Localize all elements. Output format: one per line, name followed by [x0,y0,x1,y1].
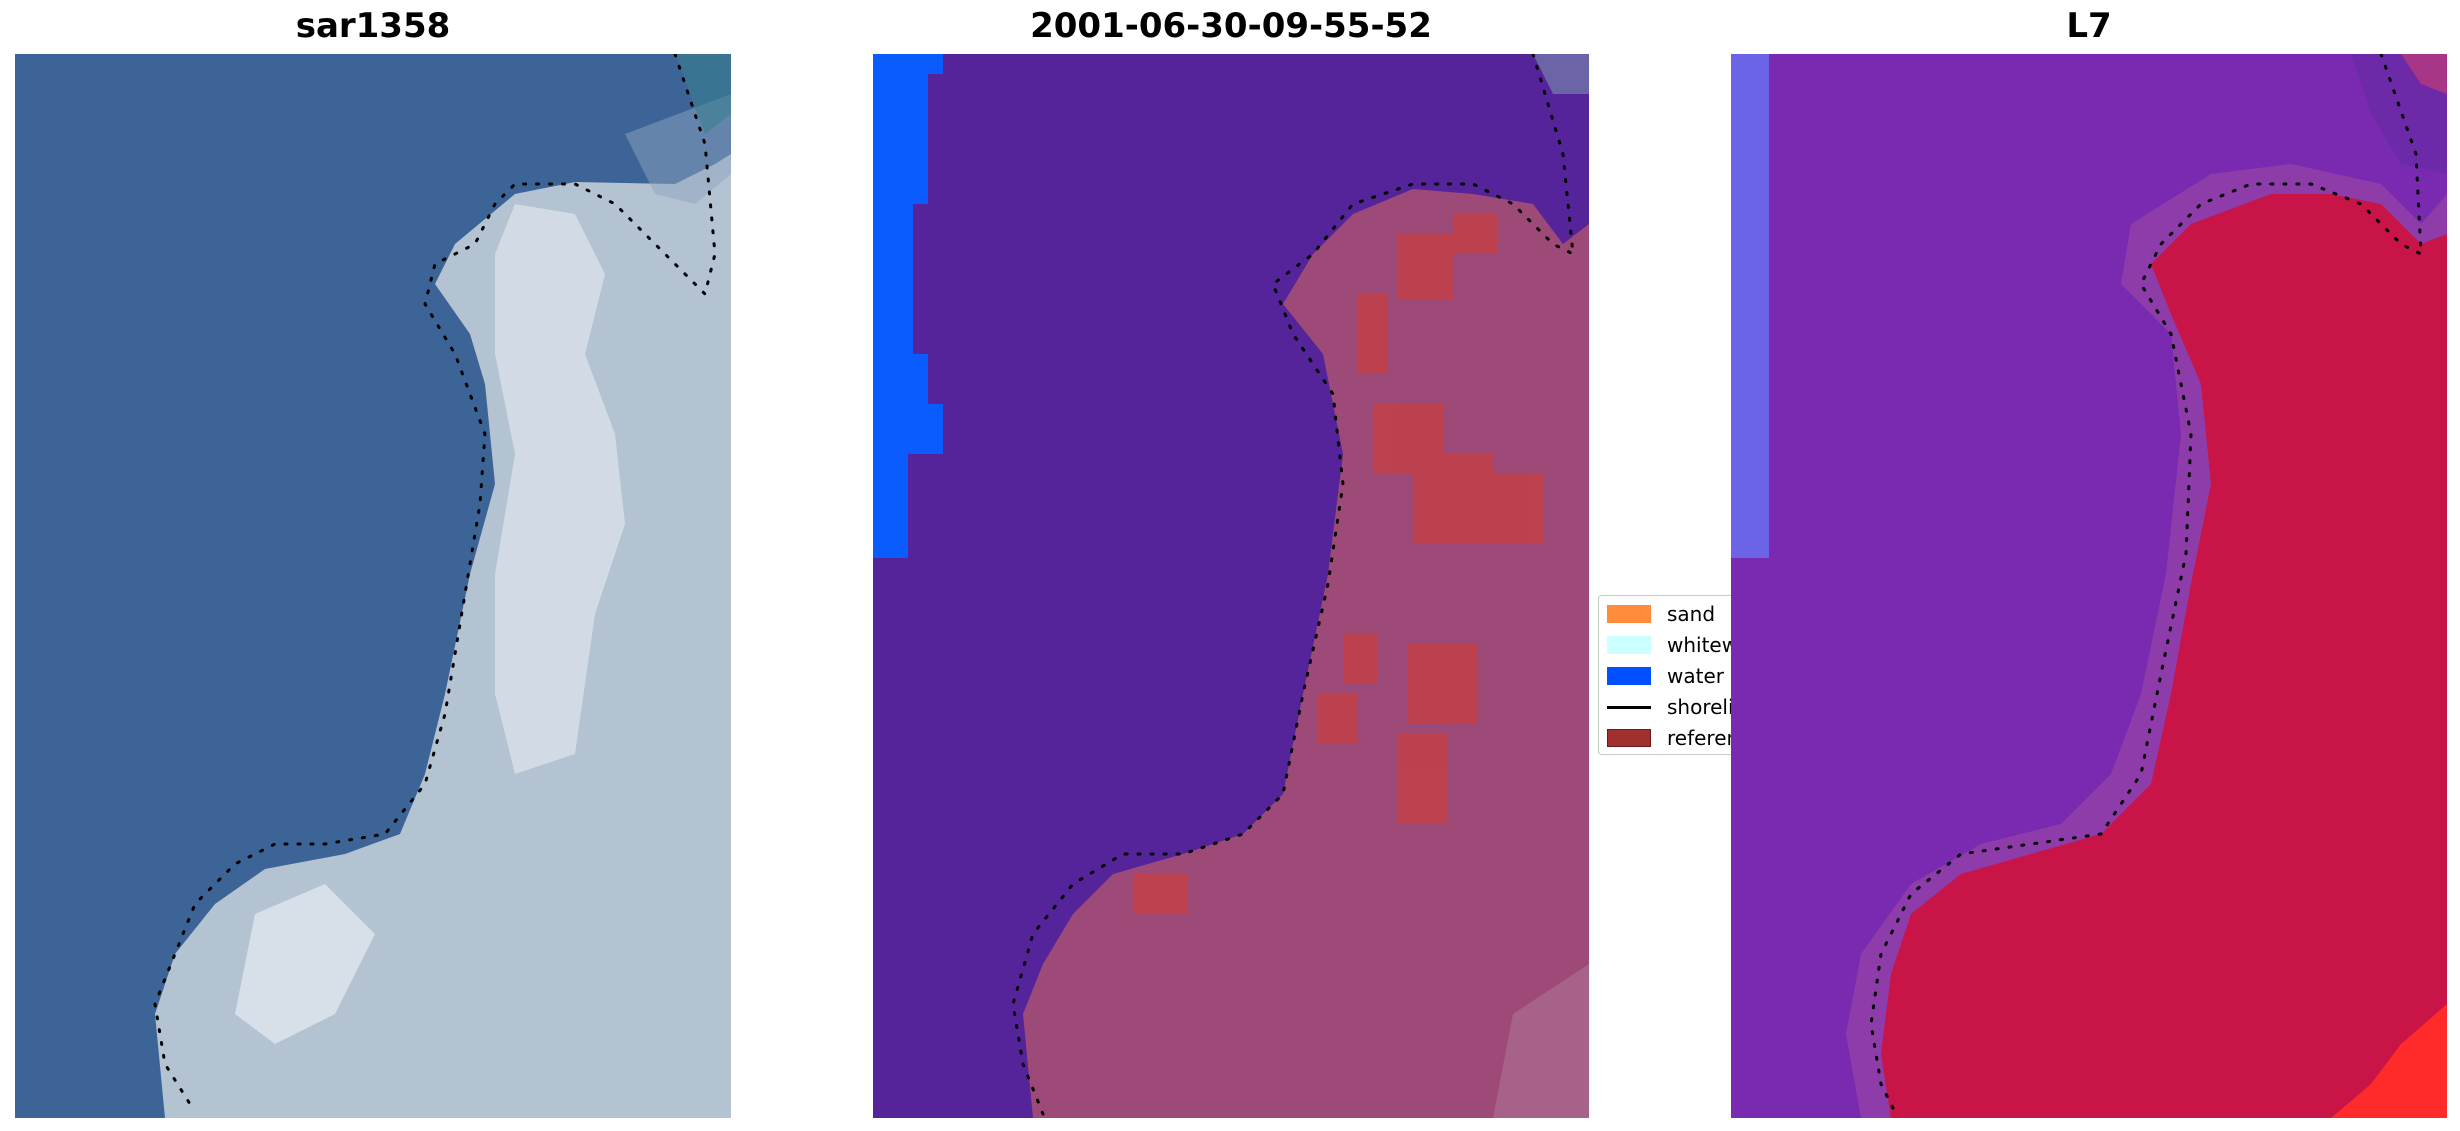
left-blue-strip [1731,54,1769,558]
classification-panel [873,54,1589,1118]
legend-swatch-whitewater [1607,636,1651,654]
legend-label-sand: sand [1667,602,1716,626]
legend-swatch-shoreline [1607,706,1651,709]
shoreline-dotted [1011,54,1575,1116]
panel-title-classification: 2001-06-30-09-55-52 [1030,6,1432,46]
rgb-image [15,54,731,1118]
panel-title-rgb: sar1358 [295,6,451,46]
classification-image [873,54,1589,1118]
index-image-panel [1731,54,2447,1118]
legend-swatch-water [1607,667,1651,685]
bright-red-corner [2331,1004,2447,1118]
panel-title-index: L7 [2066,6,2112,46]
legend-item-sand: sand [1607,602,1715,626]
reference-cells [1133,214,1543,914]
legend-swatch-sand [1607,605,1651,623]
index-image [1731,54,2447,1118]
legend-item-water: water [1607,664,1724,688]
water-strip [873,54,943,558]
rgb-image-panel [15,54,731,1118]
legend-label-water: water [1667,664,1724,688]
land-index-area [1881,194,2447,1118]
legend-swatch-reference [1607,729,1651,747]
legend: sand whitewater water shoreline referenc… [1598,595,1779,755]
shoreline-dotted [1869,54,2423,1116]
